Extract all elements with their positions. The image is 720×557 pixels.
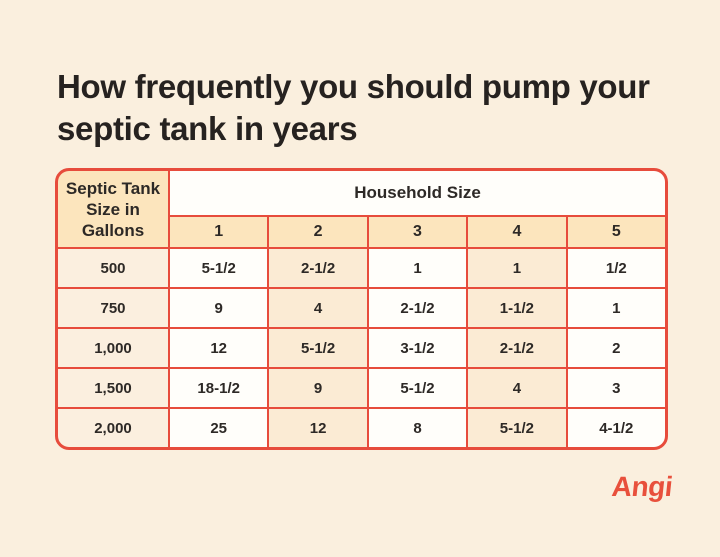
- cell-750-hh3: 2-1/2: [368, 289, 467, 327]
- cell-1000-hh1: 12: [170, 329, 268, 367]
- pump-frequency-table: Septic Tank Size in Gallons Household Si…: [55, 168, 668, 450]
- cell-1000-hh5: 2: [567, 329, 665, 367]
- cell-500-hh5: 1/2: [567, 249, 665, 287]
- row-label-500: 500: [58, 249, 168, 287]
- cell-500-hh4: 1: [468, 249, 566, 287]
- cell-1500-hh4: 4: [468, 369, 566, 407]
- cell-2000-hh5: 4-1/2: [567, 409, 665, 447]
- column-header-5: 5: [567, 217, 665, 247]
- cell-500-hh1: 5-1/2: [170, 249, 268, 287]
- cell-1000-hh3: 3-1/2: [368, 329, 467, 367]
- cell-750-hh2: 4: [269, 289, 367, 327]
- column-header-2: 2: [269, 217, 367, 247]
- column-header-3: 3: [368, 217, 467, 247]
- cell-1000-hh4: 2-1/2: [468, 329, 566, 367]
- row-label-750: 750: [58, 289, 168, 327]
- column-header-4: 4: [468, 217, 566, 247]
- corner-header-septic-tank-size: Septic Tank Size in Gallons: [58, 171, 168, 247]
- page-title: How frequently you should pump your sept…: [57, 68, 650, 148]
- cell-1000-hh2: 5-1/2: [269, 329, 367, 367]
- cell-2000-hh4: 5-1/2: [468, 409, 566, 447]
- cell-500-hh2: 2-1/2: [269, 249, 367, 287]
- cell-750-hh5: 1: [567, 289, 665, 327]
- row-label-1500: 1,500: [58, 369, 168, 407]
- cell-750-hh4: 1-1/2: [468, 289, 566, 327]
- angi-logo: Angi: [610, 471, 674, 502]
- row-label-2000: 2,000: [58, 409, 168, 447]
- cell-750-hh1: 9: [170, 289, 268, 327]
- household-size-group-header: Household Size: [170, 171, 665, 215]
- column-header-1: 1: [170, 217, 268, 247]
- cell-1500-hh2: 9: [269, 369, 367, 407]
- cell-1500-hh3: 5-1/2: [368, 369, 467, 407]
- cell-2000-hh2: 12: [269, 409, 367, 447]
- cell-1500-hh5: 3: [567, 369, 665, 407]
- row-label-1000: 1,000: [58, 329, 168, 367]
- cell-2000-hh1: 25: [170, 409, 268, 447]
- cell-2000-hh3: 8: [368, 409, 467, 447]
- cell-500-hh3: 1: [368, 249, 467, 287]
- cell-1500-hh1: 18-1/2: [170, 369, 268, 407]
